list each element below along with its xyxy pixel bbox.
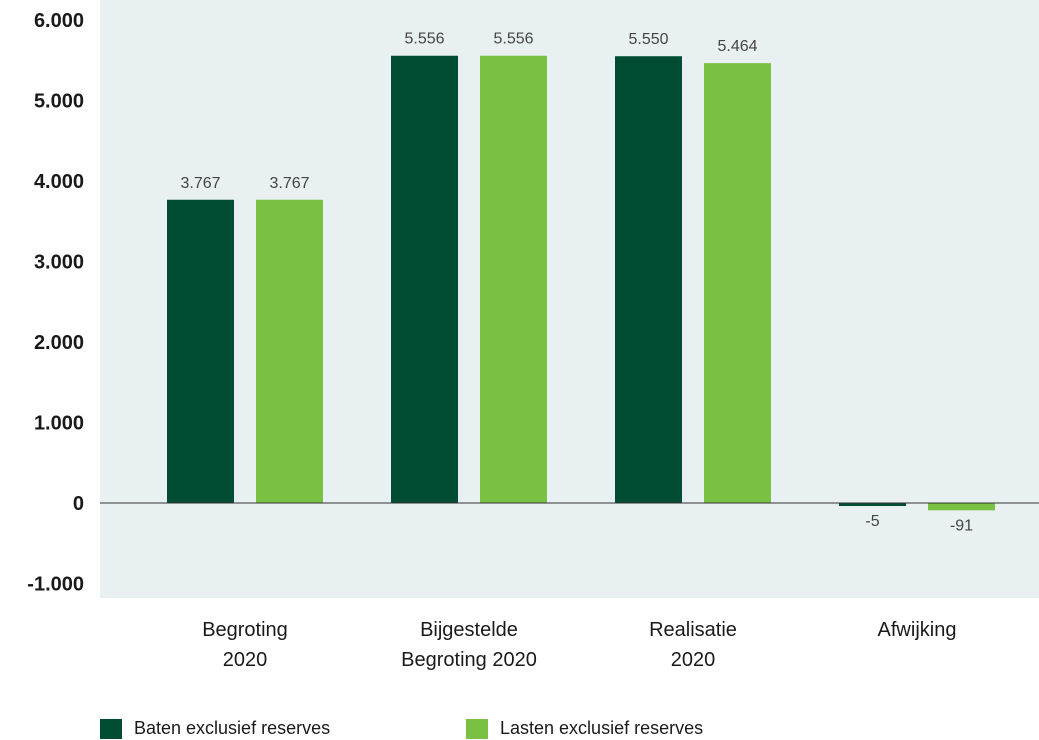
bars-group xyxy=(167,55,995,511)
data-label: -5 xyxy=(865,513,879,530)
legend-item-baten: Baten exclusief reserves xyxy=(100,718,466,739)
bar-baten-2 xyxy=(615,56,682,503)
legend: Baten exclusief reserves Lasten exclusie… xyxy=(100,718,832,739)
x-tick-label: Begroting 2020 xyxy=(202,619,288,671)
bar-lasten-0 xyxy=(256,199,323,503)
bar-chart: 6.000 5.000 4.000 3.000 2.000 1.000 0 -1.000 Be… xyxy=(0,0,1039,671)
plot-background xyxy=(100,0,1039,598)
bar-lasten-2 xyxy=(704,63,771,503)
data-label: 5.550 xyxy=(628,31,668,48)
data-label: 3.767 xyxy=(269,175,309,192)
y-tick-label: -1.000 xyxy=(27,574,84,596)
x-tick-label: Bijgestelde Begroting 2020 xyxy=(401,619,537,671)
x-tick-label: Afwijking xyxy=(878,619,957,641)
legend-label-baten: Baten exclusief reserves xyxy=(134,718,331,738)
y-tick-label: 3.000 xyxy=(34,252,84,274)
bar-lasten-1 xyxy=(480,55,547,503)
legend-swatch-baten xyxy=(100,718,122,739)
bar-baten-1 xyxy=(391,55,458,503)
x-axis-ticks: Begroting 2020 Bijgestelde Begroting 2020 Re… xyxy=(202,619,956,671)
plot-background-notch xyxy=(0,532,100,552)
x-tick-label: Realisatie 2020 xyxy=(649,619,737,671)
y-tick-label: 0 xyxy=(73,493,84,515)
legend-label-lasten: Lasten exclusief reserves xyxy=(500,718,704,738)
data-labels: 3.767 5.556 5.550 -5 3.767 5.556 5.464 -91 xyxy=(180,31,973,535)
data-label: 5.556 xyxy=(404,31,444,48)
bar-baten-3 xyxy=(839,503,906,506)
data-label: 5.464 xyxy=(717,38,757,55)
y-tick-label: 2.000 xyxy=(34,332,84,354)
data-label: 3.767 xyxy=(180,175,220,192)
data-label: 5.556 xyxy=(493,31,533,48)
y-tick-label: 4.000 xyxy=(34,171,84,193)
y-tick-label: 5.000 xyxy=(34,91,84,113)
legend-item-lasten: Lasten exclusief reserves xyxy=(466,718,832,739)
legend-swatch-lasten xyxy=(466,718,488,739)
data-label: -91 xyxy=(950,517,973,534)
y-tick-label: 6.000 xyxy=(34,10,84,32)
bar-baten-0 xyxy=(167,199,234,503)
y-tick-label: 1.000 xyxy=(34,413,84,435)
y-axis-ticks: 6.000 5.000 4.000 3.000 2.000 1.000 0 -1.000 xyxy=(27,10,84,596)
bar-lasten-3 xyxy=(928,503,995,511)
